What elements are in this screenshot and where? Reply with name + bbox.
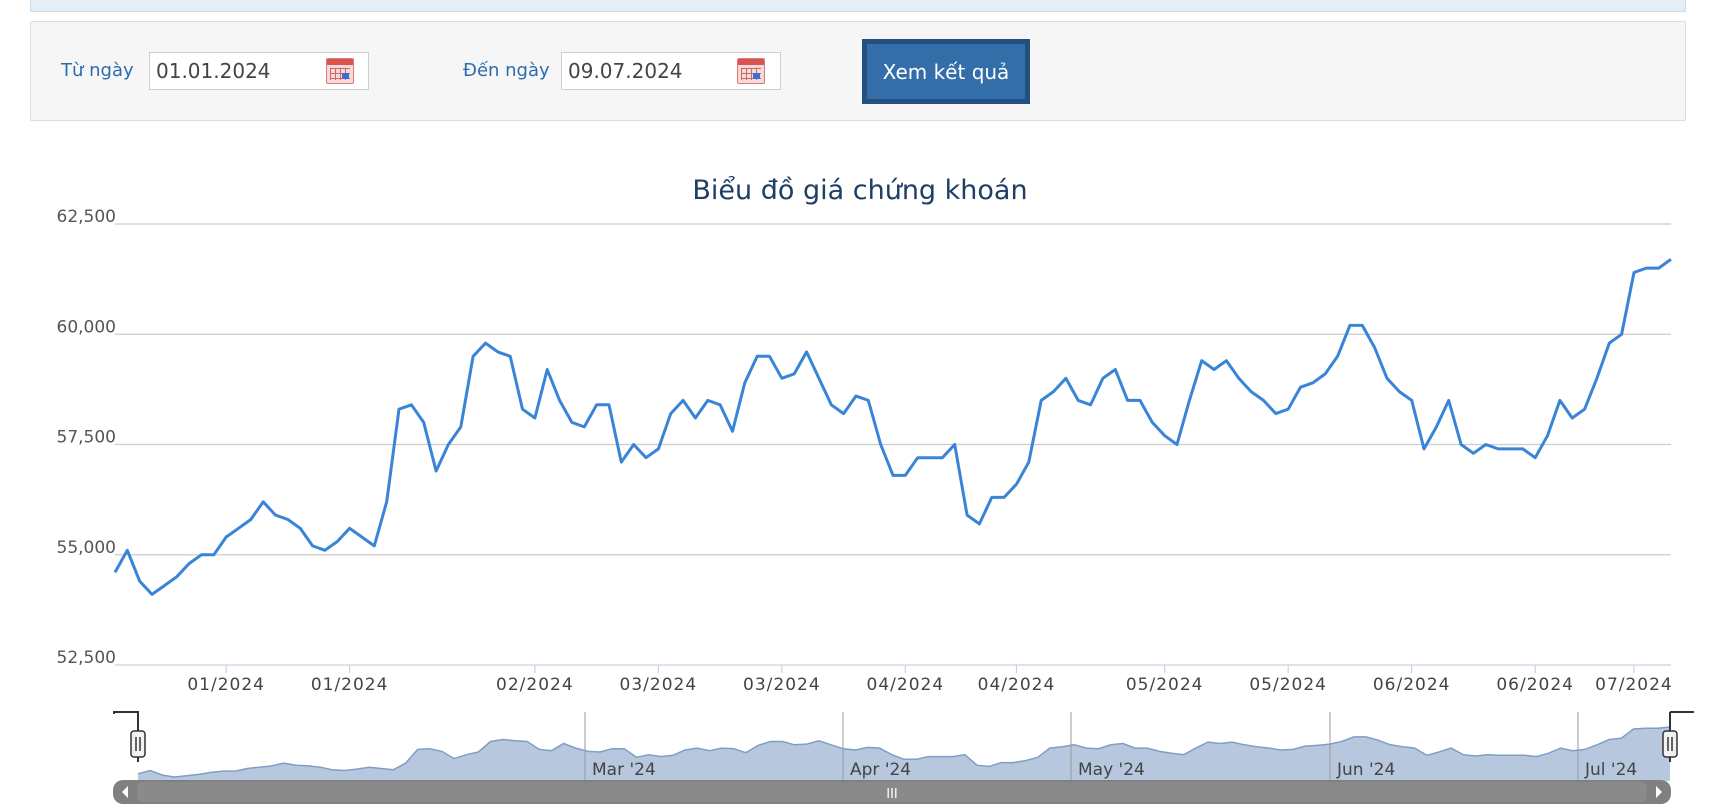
navigator-label: Jul '24 [1584,760,1637,780]
x-tick-label: 06/2024 [1496,675,1574,695]
top-info-strip [30,0,1686,12]
y-tick-label: 52,500 [57,648,116,668]
arrow-left-icon[interactable] [122,786,128,798]
grid-lines [115,223,1671,666]
x-tick-label: 01/2024 [187,675,265,695]
x-tick-label: 01/2024 [311,675,389,695]
y-tick-label: 62,500 [57,207,116,227]
y-tick-label: 57,500 [57,428,116,448]
arrow-right-icon[interactable] [1656,786,1662,798]
from-date-label: Từ ngày [61,60,134,81]
navigator-handle-right[interactable] [1662,730,1678,758]
navigator-label: Mar '24 [592,760,656,780]
to-date-label: Đến ngày [463,60,550,81]
navigator[interactable]: Mar '24 Apr '24 May '24 Jun '24 Jul '24 III [113,711,1694,804]
x-tick-label: 03/2024 [620,675,698,695]
x-tick-label: 07/2024 [1595,675,1673,695]
chart-title: Biểu đồ giá chứng khoán [692,175,1027,206]
x-tick-label: 04/2024 [978,675,1056,695]
x-tick-label: 06/2024 [1373,675,1451,695]
x-tick-label: 05/2024 [1126,675,1204,695]
navigator-line [137,726,1671,778]
navigator-area-fill [138,727,1670,781]
x-axis-ticks: 01/2024 01/2024 02/2024 03/2024 03/2024 04/20… [187,665,1672,695]
x-tick-label: 04/2024 [867,675,945,695]
y-axis-ticks: 52,500 55,000 57,500 60,000 62,500 [57,207,116,668]
x-tick-label: 05/2024 [1249,675,1327,695]
scrollbar-grip[interactable]: III [886,787,898,802]
price-line [113,258,1672,596]
y-tick-label: 55,000 [57,538,116,558]
x-tick-label: 02/2024 [496,675,574,695]
navigator-label: Apr '24 [850,760,911,780]
x-tick-label: 03/2024 [743,675,821,695]
price-line-series[interactable] [113,258,1672,596]
navigator-labels: Mar '24 Apr '24 May '24 Jun '24 Jul '24 [584,712,1637,780]
navigator-handle-left[interactable] [130,730,146,758]
y-tick-label: 60,000 [57,317,116,337]
calendar-icon[interactable] [326,58,354,84]
navigator-area [137,726,1671,781]
navigator-label: Jun '24 [1336,760,1395,780]
calendar-icon[interactable] [737,58,765,84]
view-results-button[interactable]: Xem kết quả [862,39,1030,104]
navigator-scrollbar[interactable]: III [113,780,1671,804]
navigator-label: May '24 [1078,760,1145,780]
